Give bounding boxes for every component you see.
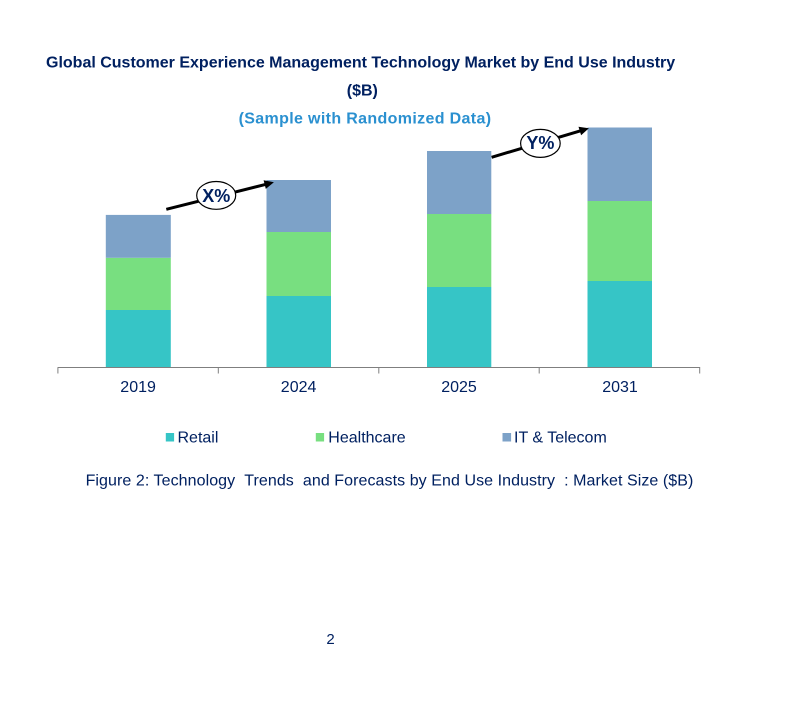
svg-text:IT & Telecom: IT & Telecom bbox=[514, 430, 607, 447]
svg-text:2025: 2025 bbox=[441, 379, 477, 396]
svg-text:Y%: Y% bbox=[526, 133, 554, 153]
svg-text:Global Customer Experience Man: Global Customer Experience Management Te… bbox=[46, 55, 675, 72]
svg-text:2019: 2019 bbox=[120, 379, 156, 396]
svg-text:2024: 2024 bbox=[281, 379, 317, 396]
svg-text:Healthcare: Healthcare bbox=[328, 430, 405, 447]
svg-text:($B): ($B) bbox=[347, 83, 378, 100]
svg-text:Figure 2: Technology Trends: Figure 2: Technology Trends and Forecast… bbox=[86, 473, 694, 490]
svg-text:(Sample with Randomized Data): (Sample with Randomized Data) bbox=[239, 111, 492, 128]
svg-text:2031: 2031 bbox=[602, 379, 638, 396]
svg-text:2: 2 bbox=[326, 631, 334, 648]
svg-text:X%: X% bbox=[202, 186, 230, 206]
svg-text:Retail: Retail bbox=[178, 430, 219, 447]
